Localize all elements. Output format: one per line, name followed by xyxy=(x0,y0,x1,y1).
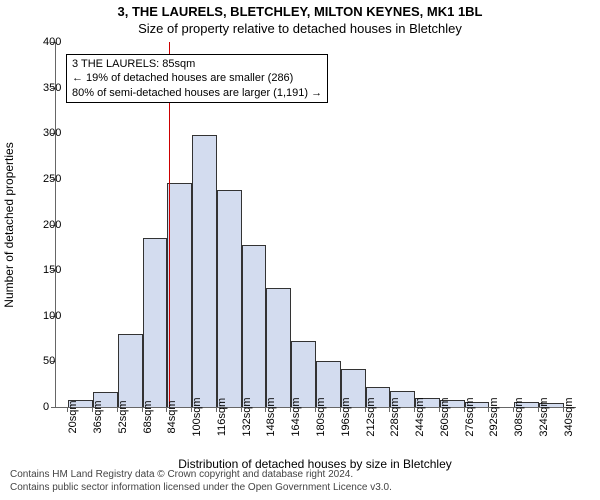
x-tick-label: 100sqm xyxy=(191,397,203,436)
x-tick-label: 68sqm xyxy=(142,400,154,433)
x-tick-label: 260sqm xyxy=(439,397,451,436)
x-tick-label: 324sqm xyxy=(538,397,550,436)
footer-line-1: Contains HM Land Registry data © Crown c… xyxy=(10,468,392,481)
y-tick-label: 50 xyxy=(43,355,47,367)
y-axis-label: Number of detached properties xyxy=(2,142,16,307)
y-tick-label: 250 xyxy=(43,173,47,185)
annotation-line: 80% of semi-detached houses are larger (… xyxy=(72,86,322,100)
annotation-box: 3 THE LAURELS: 85sqm← 19% of detached ho… xyxy=(66,54,328,103)
y-tick-label: 150 xyxy=(43,264,47,276)
footer-line-2: Contains public sector information licen… xyxy=(10,481,392,494)
histogram-bar xyxy=(167,183,192,407)
x-tick-label: 116sqm xyxy=(216,398,228,436)
footer-attribution: Contains HM Land Registry data © Crown c… xyxy=(10,468,392,494)
x-tick-label: 20sqm xyxy=(67,400,79,433)
y-tick-mark xyxy=(51,407,56,408)
annotation-line: 3 THE LAURELS: 85sqm xyxy=(72,57,322,71)
x-tick-label: 84sqm xyxy=(166,400,178,433)
y-tick-label: 400 xyxy=(43,36,47,48)
histogram-chart: 3 THE LAURELS: 85sqm← 19% of detached ho… xyxy=(55,42,575,407)
plot-area: 3 THE LAURELS: 85sqm← 19% of detached ho… xyxy=(55,42,576,408)
x-tick-label: 36sqm xyxy=(92,400,104,433)
x-tick-label: 132sqm xyxy=(241,397,253,436)
x-tick-label: 212sqm xyxy=(365,397,377,436)
x-tick-label: 340sqm xyxy=(563,397,575,436)
y-tick-label: 100 xyxy=(43,310,47,322)
histogram-bar xyxy=(143,238,168,407)
y-tick-label: 300 xyxy=(43,127,47,139)
histogram-bar xyxy=(217,190,242,407)
y-tick-label: 0 xyxy=(43,401,47,413)
histogram-bar xyxy=(242,245,267,407)
histogram-bar xyxy=(118,334,143,407)
histogram-bar xyxy=(266,288,291,407)
title-main: 3, THE LAURELS, BLETCHLEY, MILTON KEYNES… xyxy=(0,0,600,19)
x-tick-label: 228sqm xyxy=(389,397,401,436)
x-tick-label: 244sqm xyxy=(414,397,426,436)
x-tick-label: 164sqm xyxy=(290,397,302,436)
histogram-bar xyxy=(192,135,217,407)
title-sub: Size of property relative to detached ho… xyxy=(0,19,600,36)
annotation-line: ← 19% of detached houses are smaller (28… xyxy=(72,71,322,85)
x-tick-label: 292sqm xyxy=(488,397,500,436)
x-tick-label: 276sqm xyxy=(464,397,476,436)
y-tick-label: 350 xyxy=(43,82,47,94)
x-tick-label: 196sqm xyxy=(340,397,352,436)
x-tick-label: 308sqm xyxy=(513,397,525,436)
x-tick-label: 52sqm xyxy=(117,400,129,433)
x-tick-label: 180sqm xyxy=(315,397,327,436)
y-tick-label: 200 xyxy=(43,219,47,231)
x-tick-label: 148sqm xyxy=(265,397,277,436)
